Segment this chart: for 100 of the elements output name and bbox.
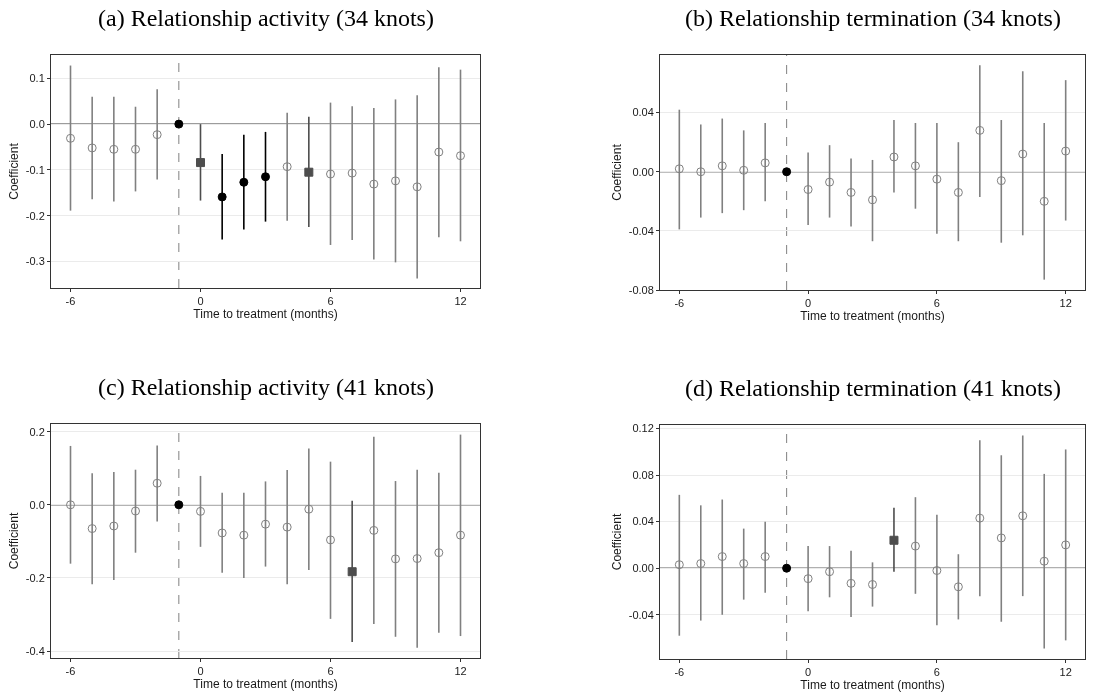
y-tick-label: -0.04: [628, 608, 654, 621]
y-tick-label: 0.00: [632, 165, 654, 178]
point: [131, 506, 140, 516]
point: [456, 530, 465, 540]
x-tick-label: 12: [1059, 666, 1072, 679]
point: [953, 187, 963, 197]
point: [1018, 511, 1028, 521]
point: [282, 522, 292, 532]
point: [369, 179, 379, 189]
x-tick-label: 0: [805, 297, 812, 310]
point: [412, 554, 422, 564]
point: [932, 174, 942, 184]
x-tick-label: 6: [933, 297, 940, 310]
point: [434, 548, 444, 558]
point: [326, 535, 335, 545]
point: [1061, 540, 1071, 550]
point: [868, 579, 877, 589]
point: [347, 168, 357, 178]
point: [739, 165, 749, 175]
chart-title: (c) Relationship activity (41 knots): [98, 374, 434, 400]
point: [304, 167, 314, 177]
x-axis-title: Time to treatment (months): [800, 309, 945, 324]
point: [261, 172, 270, 182]
x-axis-title: Time to treatment (months): [800, 678, 945, 693]
point: [889, 152, 899, 162]
point: [391, 554, 400, 564]
point: [131, 144, 140, 154]
y-tick-label: 0.00: [632, 562, 654, 575]
point: [326, 169, 335, 179]
point: [825, 177, 835, 187]
point: [109, 521, 119, 531]
x-tick-label: 12: [1059, 297, 1072, 310]
x-axis-title: Time to treatment (months): [193, 307, 338, 322]
y-axis-title: Coefficient: [610, 143, 625, 201]
point: [1061, 146, 1071, 156]
point: [717, 161, 727, 171]
point: [412, 182, 422, 192]
point: [1039, 556, 1049, 566]
x-tick-label: 6: [933, 666, 940, 679]
y-tick-label: -0.3: [25, 255, 45, 268]
point: [803, 574, 813, 584]
point: [434, 147, 444, 157]
point: [825, 567, 835, 577]
x-tick-label: 6: [327, 665, 334, 678]
point: [674, 560, 684, 570]
point: [674, 164, 684, 174]
point: [953, 582, 963, 592]
point: [696, 167, 706, 177]
chart-title: (d) Relationship termination (41 knots): [685, 375, 1061, 401]
y-tick-label: 0.04: [632, 106, 654, 119]
y-tick-label: 0.0: [29, 498, 45, 511]
point: [782, 563, 792, 573]
x-tick-label: 0: [805, 666, 812, 679]
point: [717, 552, 727, 562]
point: [1039, 196, 1049, 206]
point: [347, 567, 357, 577]
point: [910, 541, 920, 551]
y-tick-label: -0.1: [25, 163, 45, 176]
point: [456, 151, 465, 161]
point: [152, 478, 162, 488]
point: [196, 506, 205, 516]
y-axis-title: Coefficient: [7, 142, 22, 200]
point: [910, 161, 920, 171]
point: [282, 162, 292, 172]
point: [152, 130, 162, 140]
y-tick-label: -0.4: [25, 644, 45, 657]
y-tick-label: -0.08: [628, 283, 654, 296]
point: [975, 513, 985, 523]
point: [760, 552, 770, 562]
y-tick-label: 0.04: [632, 515, 654, 528]
point: [996, 176, 1006, 186]
point: [87, 524, 97, 534]
x-axis-title: Time to treatment (months): [193, 677, 338, 692]
point: [889, 535, 899, 545]
x-tick-label: 0: [197, 665, 204, 678]
point: [739, 559, 749, 569]
y-tick-label: -0.2: [25, 571, 45, 584]
y-axis-title: Coefficient: [7, 512, 22, 570]
chart-title: (b) Relationship termination (34 knots): [685, 5, 1061, 31]
point: [1018, 149, 1028, 159]
point: [782, 167, 792, 177]
point: [975, 125, 985, 135]
chart-title: (a) Relationship activity (34 knots): [98, 5, 434, 31]
x-tick-label: 12: [454, 295, 467, 308]
point: [369, 525, 379, 535]
point: [760, 158, 770, 168]
y-tick-label: -0.2: [25, 209, 45, 222]
x-tick-label: -6: [65, 295, 76, 308]
point: [217, 528, 227, 538]
x-tick-label: -6: [674, 297, 685, 310]
point: [996, 533, 1006, 543]
point: [196, 158, 205, 168]
point: [868, 195, 877, 205]
y-tick-label: -0.04: [628, 224, 654, 237]
x-tick-label: -6: [65, 665, 76, 678]
point: [66, 133, 75, 143]
point: [109, 144, 119, 154]
x-tick-label: 12: [454, 665, 467, 678]
point: [239, 177, 249, 187]
y-tick-label: 0.2: [29, 425, 45, 438]
